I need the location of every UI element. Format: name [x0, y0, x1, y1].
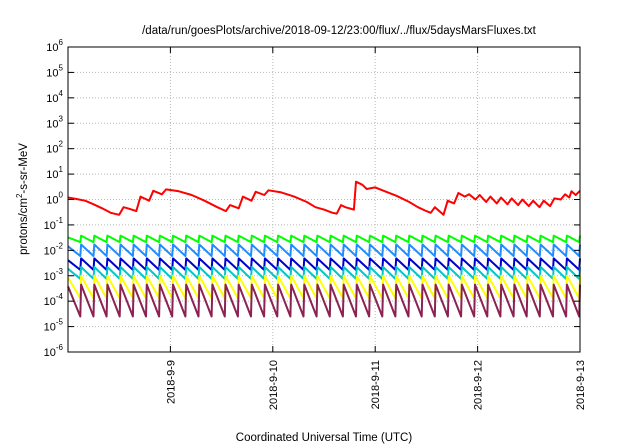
series-line [67, 283, 581, 318]
y-tick-label: 103 [46, 114, 63, 130]
y-tick-exponent: 6 [59, 38, 64, 47]
y-tick-exponent: -6 [56, 343, 64, 352]
x-tick-label: 2018-9-12 [473, 360, 485, 410]
y-tick-exponent: 0 [59, 191, 64, 200]
y-tick-label: 104 [46, 89, 63, 105]
series-line [67, 180, 581, 216]
y-tick-label: 10-6 [44, 343, 64, 359]
y-tick-base: 10 [46, 169, 58, 181]
y-tick-label: 10-5 [44, 318, 64, 334]
y-tick-base: 10 [44, 296, 56, 308]
y-tick-exponent: -3 [56, 267, 64, 276]
x-tick-label: 2018-9-10 [268, 360, 280, 410]
y-tick-base: 10 [46, 144, 58, 156]
y-tick-base: 10 [44, 347, 56, 359]
y-tick-labels: 10-610-510-410-310-210-11001011021031041… [44, 38, 64, 359]
x-tick-labels: 2018-9-9 2018-9-10 2018-9-11 2018-9-12 2018-… [165, 360, 587, 410]
y-tick-base: 10 [46, 67, 58, 79]
y-tick-label: 10-1 [44, 216, 64, 232]
y-tick-label: 10-2 [44, 241, 64, 257]
ticks [68, 46, 581, 353]
x-tick-label: 2018-9-11 [370, 360, 382, 409]
y-tick-base: 10 [44, 220, 56, 232]
y-tick-base: 10 [46, 93, 58, 105]
y-tick-exponent: 3 [59, 114, 64, 123]
y-tick-label: 10-3 [44, 267, 64, 283]
y-axis-label-superscript: 2 [15, 193, 24, 198]
y-tick-exponent: 4 [59, 89, 64, 98]
y-tick-base: 10 [46, 42, 58, 54]
y-tick-base: 10 [44, 245, 56, 257]
y-tick-base: 10 [46, 118, 58, 130]
y-axis-label: protons/cm2-s-sr-MeV [15, 143, 30, 255]
y-tick-exponent: 1 [59, 165, 64, 174]
y-tick-base: 10 [44, 271, 56, 283]
y-tick-exponent: 2 [59, 140, 64, 149]
y-tick-label: 102 [46, 140, 63, 156]
y-tick-label: 10-4 [44, 292, 64, 308]
y-tick-label: 105 [46, 63, 63, 79]
y-tick-base: 10 [46, 195, 58, 207]
chart-title: /data/run/goesPlots/archive/2018-09-12/2… [142, 25, 537, 37]
y-tick-base: 10 [44, 322, 56, 334]
series-line [67, 243, 581, 257]
series-line [67, 234, 581, 244]
y-tick-exponent: -5 [56, 318, 64, 327]
y-tick-label: 106 [46, 38, 63, 54]
y-tick-exponent: -2 [56, 241, 64, 250]
y-tick-exponent: -4 [56, 292, 64, 301]
x-tick-label: 2018-9-13 [575, 360, 587, 410]
x-tick-label: 2018-9-9 [165, 360, 177, 404]
y-tick-label: 101 [46, 165, 63, 181]
y-tick-exponent: -1 [56, 216, 64, 225]
y-tick-label: 100 [46, 191, 63, 207]
y-tick-exponent: 5 [59, 63, 64, 72]
y-axis-label-suffix: -s-sr-MeV [18, 143, 30, 194]
y-axis-label-prefix: protons/cm [18, 198, 30, 255]
x-axis-label: Coordinated Universal Time (UTC) [236, 432, 413, 444]
series-layer [67, 180, 581, 318]
